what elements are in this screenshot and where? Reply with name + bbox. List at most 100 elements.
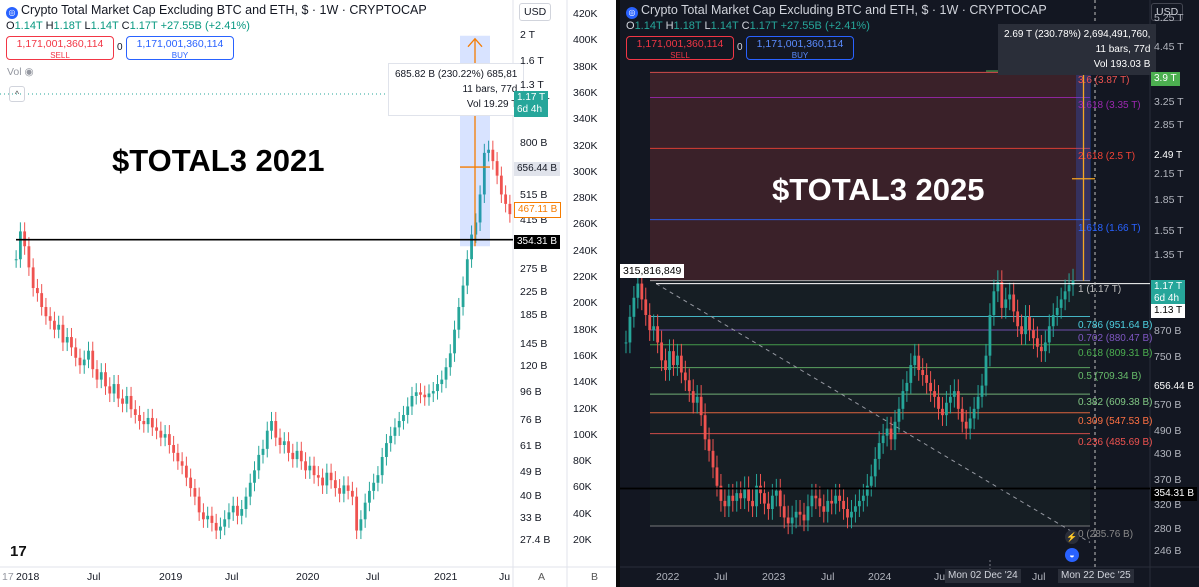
- price-axis-label: 1.35 T: [1154, 248, 1184, 261]
- candle-body: [436, 384, 439, 392]
- candle-body: [342, 485, 346, 494]
- candle-body: [380, 456, 384, 476]
- time-axis-label: 2021: [434, 571, 458, 583]
- time-axis-label: Jul: [714, 571, 728, 583]
- collapse-legend-button[interactable]: ^: [9, 86, 25, 102]
- time-axis-label: Jul: [1032, 571, 1046, 583]
- price-axis-label: 76 B: [520, 414, 542, 426]
- fib-level-label: 1 (1.17 T): [1078, 283, 1122, 295]
- candle-body: [628, 316, 632, 343]
- candle-body: [814, 495, 818, 499]
- candle-body: [984, 355, 988, 386]
- price-axis-label: 40 B: [520, 489, 542, 502]
- measure-arrowhead: [467, 37, 483, 48]
- volume-axis-label: 280K: [573, 192, 598, 205]
- candle-body: [482, 152, 486, 195]
- left-ohlc-row: O1.14T H1.18T L1.14T C1.17T +27.55B (+2.…: [6, 20, 250, 32]
- candle-body: [129, 395, 133, 410]
- candle-body: [23, 231, 27, 247]
- candle-body: [632, 297, 636, 317]
- time-axis-label: Jul: [225, 571, 239, 583]
- right-legend-title-row: ◎ Crypto Total Market Cap Excluding BTC a…: [626, 3, 1047, 19]
- candle-body: [95, 369, 99, 380]
- fib-2618-price-tag: 2.49 T: [1151, 149, 1186, 163]
- scale-a-button[interactable]: A: [538, 571, 546, 583]
- right-ohlc-row: O1.14T H1.18T L1.14T C1.17T +27.55B (+2.…: [626, 20, 870, 32]
- candle-body: [1063, 291, 1067, 300]
- high-price-tag: 656.44 B: [514, 162, 561, 176]
- ohlc-c-value: 1.17T: [749, 20, 778, 32]
- price-axis-label: 225 B: [520, 286, 548, 299]
- buy-button[interactable]: 1,171,001,360,114 BUY: [126, 36, 234, 60]
- price-axis-label: 370 B: [1154, 473, 1182, 486]
- candle-body: [214, 522, 218, 531]
- candle-body: [163, 434, 167, 438]
- currency-selector[interactable]: USD: [1151, 3, 1184, 21]
- candle-body: [431, 391, 435, 394]
- low-price-tag: 467.11 B: [514, 202, 562, 218]
- candle-body: [36, 288, 39, 294]
- right-chart-canvas[interactable]: [620, 0, 1199, 587]
- sell-button[interactable]: 1,171,001,360,114 SELL: [6, 36, 114, 60]
- candle-body: [474, 222, 478, 235]
- candle-body: [419, 392, 422, 395]
- price-axis-label: 120 B: [520, 360, 548, 373]
- scale-b-button[interactable]: B: [591, 571, 599, 583]
- candle-body: [1008, 294, 1012, 300]
- candle-body: [206, 515, 210, 520]
- candle-body: [61, 324, 65, 343]
- fib-level-label: 0.382 (609.38 B): [1078, 397, 1153, 409]
- tooltip-line-2: 11 bars, 77d: [1095, 44, 1151, 55]
- ohlc-o-label: O: [626, 20, 635, 32]
- candle-body: [743, 488, 747, 499]
- price-axis-label: 320 B: [1154, 499, 1182, 512]
- volume-axis-label: 60K: [573, 481, 592, 494]
- candle-body: [448, 353, 452, 368]
- candle-body: [1020, 326, 1023, 335]
- eye-icon[interactable]: ◉: [24, 66, 34, 78]
- candle-body: [82, 359, 86, 366]
- candle-body: [504, 194, 508, 204]
- candle-body: [350, 490, 354, 497]
- candle-body: [802, 514, 806, 521]
- lightning-alert-icon[interactable]: ⚡: [1065, 530, 1079, 544]
- currency-selector[interactable]: USD: [519, 3, 552, 21]
- calendar-event-icon[interactable]: ◒: [1065, 548, 1079, 562]
- sell-price: 1,171,001,360,114: [636, 38, 724, 50]
- candle-body: [116, 384, 120, 399]
- tooltip-line-3: Vol 193.03 B: [1093, 59, 1151, 70]
- candle-body: [333, 480, 337, 489]
- candle-body: [1059, 299, 1063, 308]
- ohlc-h-value: 1.18T: [673, 20, 702, 32]
- fib-level-label: 3.6 (3.87 T): [1078, 75, 1130, 87]
- fib-level-label: 0.702 (880.47 B): [1078, 333, 1153, 345]
- mid-price-tag: 656.44 B: [1151, 380, 1198, 394]
- candle-body: [976, 396, 980, 409]
- ohlc-l-label: L: [84, 20, 91, 32]
- candle-body: [656, 326, 660, 343]
- candle-body: [905, 382, 909, 392]
- candle-body: [683, 372, 687, 381]
- current-price-value: 1.17 T: [1154, 281, 1183, 292]
- candle-body: [1024, 316, 1027, 335]
- fib-level-label: 3.618 (3.35 T): [1078, 100, 1141, 112]
- candle-body: [167, 434, 171, 445]
- candle-body: [172, 444, 176, 453]
- candle-body: [87, 350, 90, 360]
- candle-body: [236, 505, 239, 516]
- candle-body: [278, 437, 282, 445]
- candle-body: [770, 495, 774, 509]
- candle-body: [427, 393, 431, 398]
- candle-body: [648, 315, 652, 331]
- candle-body: [1012, 294, 1016, 312]
- sell-button[interactable]: 1,171,001,360,114 SELL: [626, 36, 734, 60]
- candle-body: [176, 452, 180, 462]
- candle-body: [755, 485, 758, 507]
- buy-button[interactable]: 1,171,001,360,114 BUY: [746, 36, 854, 60]
- candle-body: [197, 496, 201, 513]
- candle-body: [74, 347, 78, 358]
- candle-body: [988, 315, 992, 356]
- candle-body: [1047, 326, 1051, 343]
- volume-axis-label: 200K: [573, 297, 598, 310]
- candle-body: [695, 396, 699, 403]
